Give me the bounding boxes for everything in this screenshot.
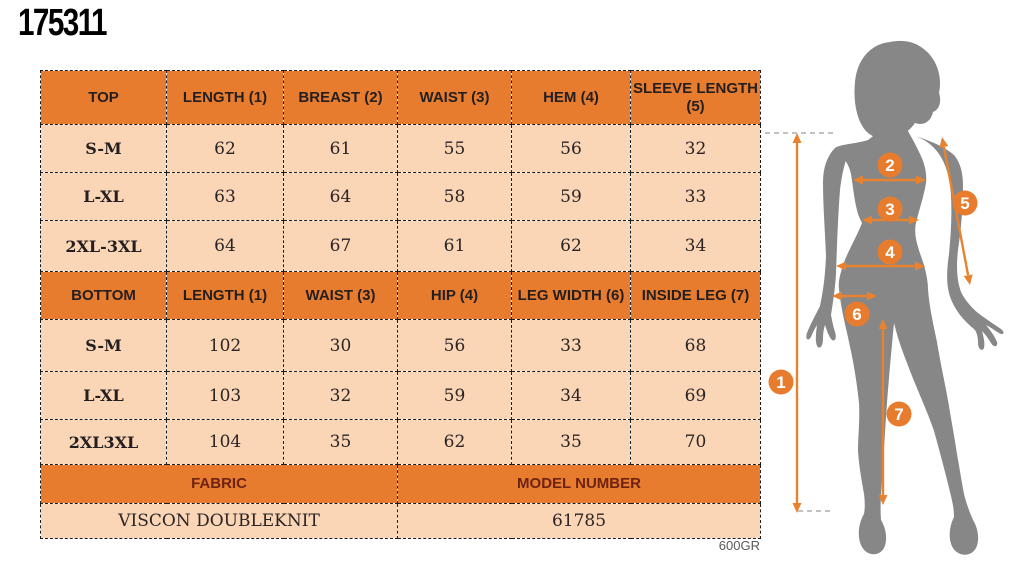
value-cell: 58 [397,172,512,221]
value-cell: 104 [166,419,284,465]
badge-1-number: 1 [776,373,785,392]
woman-silhouette-body [835,116,979,555]
value-cell: 62 [511,220,631,272]
value-cell: 59 [511,172,631,221]
value-cell: 69 [630,371,761,420]
value-cell: 102 [166,319,284,372]
style-number: 175311 [18,2,107,44]
header-cell: BOTTOM [40,271,167,320]
value-cell: 59 [397,371,512,420]
value-cell: 32 [630,124,761,173]
value-cell: 64 [166,220,284,272]
badge-2-number: 2 [885,156,894,175]
header-cell: BREAST (2) [283,70,398,125]
value-cell: 68 [630,319,761,372]
badge-6 [844,301,870,327]
table-row: S-M 62 61 55 56 32 [40,124,761,173]
size-cell: L-XL [40,371,167,420]
badge-2 [877,152,903,178]
value-cell: 32 [283,371,398,420]
measurement-badges: 1 2 3 4 5 6 7 [768,152,978,427]
header-cell: HEM (4) [511,70,631,125]
value-cell: 35 [283,419,398,465]
value-cell: 34 [511,371,631,420]
fabric-label-cell: FABRIC [40,464,398,504]
table-row-bottom-header: BOTTOM LENGTH (1) WAIST (3) HIP (4) LEG … [40,271,761,320]
table-row: S-M 102 30 56 33 68 [40,319,761,372]
value-cell: 34 [630,220,761,272]
value-cell: 56 [511,124,631,173]
size-cell: S-M [40,124,167,173]
table-row: L-XL 63 64 58 59 33 [40,172,761,221]
measurement-figure: 1 2 3 4 5 6 7 [765,40,1004,555]
value-cell: 103 [166,371,284,420]
fabric-value-cell: VISCON DOUBLEKNIT [40,503,398,539]
header-cell: HIP (4) [397,271,512,320]
size-cell: 2XL-3XL [40,220,167,272]
header-cell: LENGTH (1) [166,271,284,320]
badge-3-number: 3 [885,200,894,219]
header-cell: INSIDE LEG (7) [630,271,761,320]
badge-5 [952,190,978,216]
header-cell: WAIST (3) [283,271,398,320]
header-cell: WAIST (3) [397,70,512,125]
model-label-cell: MODEL NUMBER [397,464,761,504]
size-cell: S-M [40,319,167,372]
value-cell: 70 [630,419,761,465]
badge-1 [768,369,794,395]
badge-7 [886,401,912,427]
woman-silhouette-head [854,40,941,140]
value-cell: 64 [283,172,398,221]
model-value-cell: 61785 [397,503,761,539]
value-cell: 33 [630,172,761,221]
value-cell: 63 [166,172,284,221]
size-table: TOP LENGTH (1) BREAST (2) WAIST (3) HEM … [40,70,761,539]
table-row: L-XL 103 32 59 34 69 [40,371,761,420]
size-cell: 2XL3XL [40,419,167,465]
value-cell: 67 [283,220,398,272]
weight-note: 600GR [718,538,760,553]
badge-4-number: 4 [885,243,895,262]
header-cell: LEG WIDTH (6) [511,271,631,320]
page-title: 175311 [18,2,131,45]
woman-silhouette-right-arm [915,136,1004,350]
header-cell: TOP [40,70,167,125]
badge-7-number: 7 [894,405,903,424]
size-cell: L-XL [40,172,167,221]
table-row: 2XL3XL 104 35 62 35 70 [40,419,761,465]
woman-silhouette-left-arm [806,147,849,348]
header-cell: LENGTH (1) [166,70,284,125]
value-cell: 33 [511,319,631,372]
header-cell: SLEEVE LENGTH (5) [630,70,761,125]
table-row-top-header: TOP LENGTH (1) BREAST (2) WAIST (3) HEM … [40,70,761,125]
value-cell: 35 [511,419,631,465]
table-row: 2XL-3XL 64 67 61 62 34 [40,220,761,272]
value-cell: 56 [397,319,512,372]
value-cell: 62 [397,419,512,465]
badge-5-number: 5 [960,194,969,213]
value-cell: 62 [166,124,284,173]
value-cell: 61 [397,220,512,272]
value-cell: 61 [283,124,398,173]
table-row-footer-values: VISCON DOUBLEKNIT 61785 [40,503,761,539]
table-row-footer-header: FABRIC MODEL NUMBER [40,464,761,504]
badge-6-number: 6 [852,305,861,324]
value-cell: 30 [283,319,398,372]
badge-3 [877,196,903,222]
badge-4 [877,239,903,265]
value-cell: 55 [397,124,512,173]
